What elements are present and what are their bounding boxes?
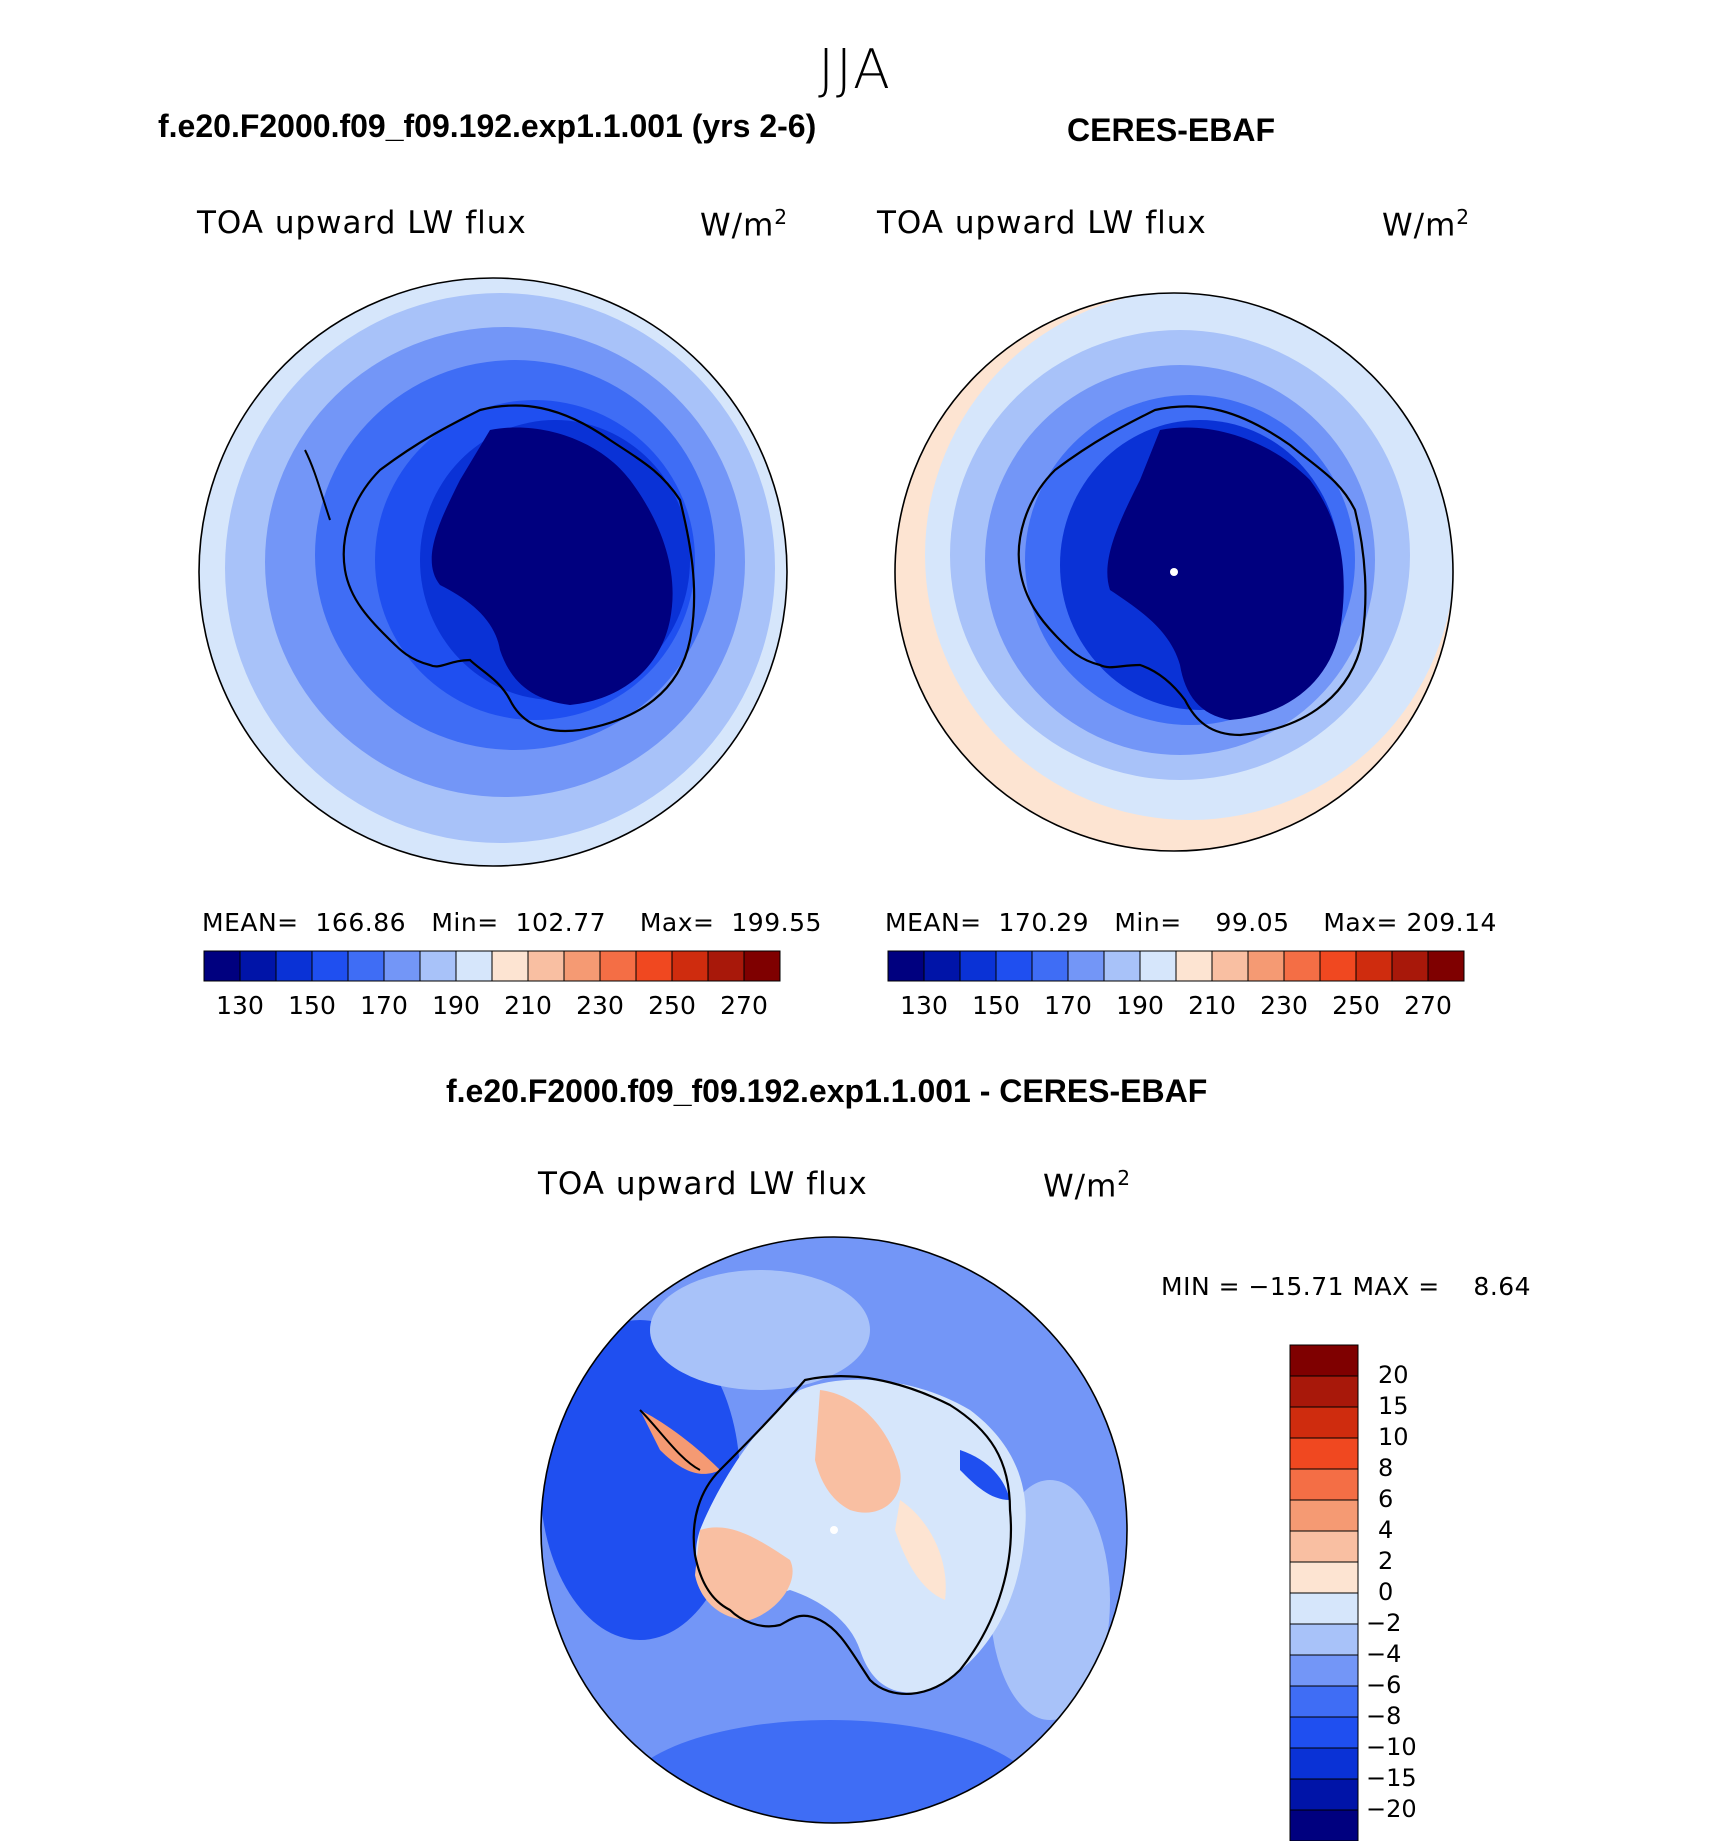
colorbar-tick-label: 270 bbox=[720, 991, 768, 1020]
colorbar-swatch bbox=[923, 950, 961, 982]
colorbar-swatch bbox=[1289, 1809, 1359, 1841]
colorbar-swatch bbox=[563, 950, 601, 982]
colorbar-tick-label: 190 bbox=[1116, 991, 1164, 1020]
colorbar-swatch bbox=[1319, 950, 1357, 982]
colorbar-tick-label: 2 bbox=[1378, 1547, 1394, 1575]
colorbar-tick-label: −20 bbox=[1366, 1795, 1417, 1823]
colorbar-tick-label: 130 bbox=[216, 991, 264, 1020]
colorbar-swatch bbox=[599, 950, 637, 982]
colorbar-swatch bbox=[1289, 1623, 1359, 1656]
diff-colorbar-ticks: 20 15 10 8 6 4 2 0 −2 −4 −6 −8 −10 −15 −20 bbox=[1366, 1345, 1452, 1841]
model-variable-label: TOA upward LW flux bbox=[197, 205, 527, 241]
colorbar-tick-label: −8 bbox=[1366, 1702, 1402, 1730]
colorbar-tick-label: −2 bbox=[1366, 1609, 1402, 1637]
diff-units-label: W/m2 bbox=[1043, 1166, 1132, 1205]
colorbar-swatch bbox=[1289, 1654, 1359, 1687]
model-colorbar bbox=[203, 950, 781, 982]
obs-colorbar bbox=[887, 950, 1465, 982]
model-panel-title: f.e20.F2000.f09_f09.192.exp1.1.001 (yrs … bbox=[158, 108, 817, 144]
colorbar-tick-label: 8 bbox=[1378, 1454, 1394, 1482]
colorbar-tick-label: 4 bbox=[1378, 1516, 1394, 1544]
colorbar-tick-label: 20 bbox=[1378, 1361, 1409, 1389]
colorbar-swatch bbox=[1289, 1716, 1359, 1749]
colorbar-tick-label: −10 bbox=[1366, 1733, 1417, 1761]
colorbar-tick-label: 170 bbox=[360, 991, 408, 1020]
colorbar-swatch bbox=[1289, 1685, 1359, 1718]
colorbar-swatch bbox=[1283, 950, 1321, 982]
colorbar-swatch bbox=[311, 950, 349, 982]
colorbar-swatch bbox=[1289, 1530, 1359, 1563]
colorbar-tick-label: 10 bbox=[1378, 1423, 1409, 1451]
model-units-label: W/m2 bbox=[700, 205, 789, 244]
colorbar-swatch bbox=[1031, 950, 1069, 982]
colorbar-tick-label: 0 bbox=[1378, 1578, 1394, 1606]
colorbar-tick-label: −15 bbox=[1366, 1764, 1417, 1792]
obs-stats: MEAN= 170.29 Min= 99.05 Max= 209.14 bbox=[885, 908, 1497, 937]
colorbar-swatch bbox=[959, 950, 997, 982]
colorbar-swatch bbox=[239, 950, 277, 982]
colorbar-swatch bbox=[455, 950, 493, 982]
colorbar-swatch bbox=[275, 950, 313, 982]
colorbar-tick-label: 150 bbox=[972, 991, 1020, 1020]
colorbar-tick-label: 250 bbox=[1332, 991, 1380, 1020]
obs-colorbar-ticks: 130 150 170 190 210 230 250 270 bbox=[888, 991, 1464, 1021]
colorbar-swatch bbox=[1103, 950, 1141, 982]
colorbar-swatch bbox=[1427, 950, 1465, 982]
colorbar-tick-label: 230 bbox=[576, 991, 624, 1020]
colorbar-tick-label: −4 bbox=[1366, 1640, 1402, 1668]
colorbar-swatch bbox=[887, 950, 925, 982]
colorbar-swatch bbox=[1289, 1778, 1359, 1811]
colorbar-swatch bbox=[1289, 1747, 1359, 1780]
colorbar-tick-label: 130 bbox=[900, 991, 948, 1020]
colorbar-swatch bbox=[1289, 1406, 1359, 1439]
colorbar-swatch bbox=[1289, 1561, 1359, 1594]
colorbar-swatch bbox=[1355, 950, 1393, 982]
colorbar-tick-label: 150 bbox=[288, 991, 336, 1020]
season-title: JJA bbox=[818, 38, 892, 101]
colorbar-tick-label: 250 bbox=[648, 991, 696, 1020]
obs-units-label: W/m2 bbox=[1382, 205, 1471, 244]
model-stats: MEAN= 166.86 Min= 102.77 Max= 199.55 bbox=[202, 908, 822, 937]
colorbar-tick-label: 230 bbox=[1260, 991, 1308, 1020]
colorbar-swatch bbox=[1211, 950, 1249, 982]
diff-panel-title: f.e20.F2000.f09_f09.192.exp1.1.001 - CER… bbox=[446, 1073, 1208, 1109]
colorbar-swatch bbox=[419, 950, 457, 982]
colorbar-swatch bbox=[1247, 950, 1285, 982]
obs-variable-label: TOA upward LW flux bbox=[877, 205, 1207, 241]
colorbar-swatch bbox=[203, 950, 241, 982]
colorbar-tick-label: 6 bbox=[1378, 1485, 1394, 1513]
colorbar-tick-label: 210 bbox=[1188, 991, 1236, 1020]
colorbar-tick-label: −6 bbox=[1366, 1671, 1402, 1699]
diff-stats: MIN = −15.71 MAX = 8.64 bbox=[1161, 1272, 1532, 1301]
colorbar-tick-label: 270 bbox=[1404, 991, 1452, 1020]
colorbar-swatch bbox=[1289, 1344, 1359, 1377]
colorbar-tick-label: 170 bbox=[1044, 991, 1092, 1020]
colorbar-swatch bbox=[1289, 1468, 1359, 1501]
diff-variable-label: TOA upward LW flux bbox=[538, 1166, 868, 1202]
colorbar-swatch bbox=[1139, 950, 1177, 982]
colorbar-tick-label: 15 bbox=[1378, 1392, 1409, 1420]
model-colorbar-ticks: 130 150 170 190 210 230 250 270 bbox=[204, 991, 780, 1021]
obs-panel-title: CERES-EBAF bbox=[1067, 112, 1276, 148]
colorbar-swatch bbox=[527, 950, 565, 982]
colorbar-swatch bbox=[1289, 1592, 1359, 1625]
colorbar-tick-label: 190 bbox=[432, 991, 480, 1020]
colorbar-swatch bbox=[1289, 1375, 1359, 1408]
colorbar-swatch bbox=[635, 950, 673, 982]
colorbar-swatch bbox=[1289, 1437, 1359, 1470]
colorbar-swatch bbox=[995, 950, 1033, 982]
colorbar-swatch bbox=[671, 950, 709, 982]
colorbar-tick-label: 210 bbox=[504, 991, 552, 1020]
colorbar-swatch bbox=[707, 950, 745, 982]
colorbar-swatch bbox=[1067, 950, 1105, 982]
colorbar-swatch bbox=[1391, 950, 1429, 982]
colorbar-swatch bbox=[491, 950, 529, 982]
colorbar-swatch bbox=[1175, 950, 1213, 982]
diff-colorbar bbox=[1289, 1344, 1359, 1841]
colorbar-swatch bbox=[743, 950, 781, 982]
colorbar-swatch bbox=[347, 950, 385, 982]
colorbar-swatch bbox=[383, 950, 421, 982]
colorbar-swatch bbox=[1289, 1499, 1359, 1532]
